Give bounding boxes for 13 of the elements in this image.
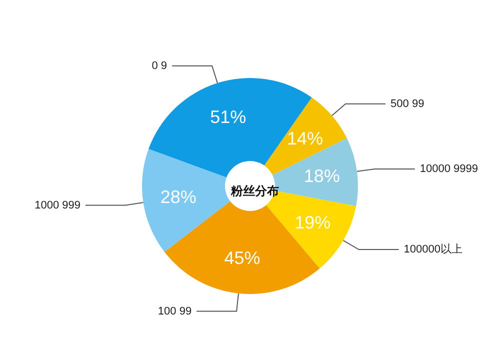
slice-label: 100 99 bbox=[158, 305, 192, 318]
data-label: 18% bbox=[304, 166, 340, 186]
slice-label: 1000 999 bbox=[34, 199, 80, 212]
text: 粉丝分布 bbox=[230, 184, 279, 198]
data-label: 28% bbox=[160, 187, 196, 208]
data-label: 51% bbox=[210, 106, 246, 127]
data-label: 19% bbox=[294, 212, 331, 233]
slice-label: 0 9 bbox=[152, 60, 168, 72]
slice-label: 500 99 bbox=[390, 98, 424, 110]
data-label: 45% bbox=[224, 248, 260, 268]
slice-label: 10000 9999 bbox=[420, 162, 478, 175]
slice-label: 100000以上 bbox=[404, 242, 463, 256]
data-label: 14% bbox=[286, 128, 323, 149]
